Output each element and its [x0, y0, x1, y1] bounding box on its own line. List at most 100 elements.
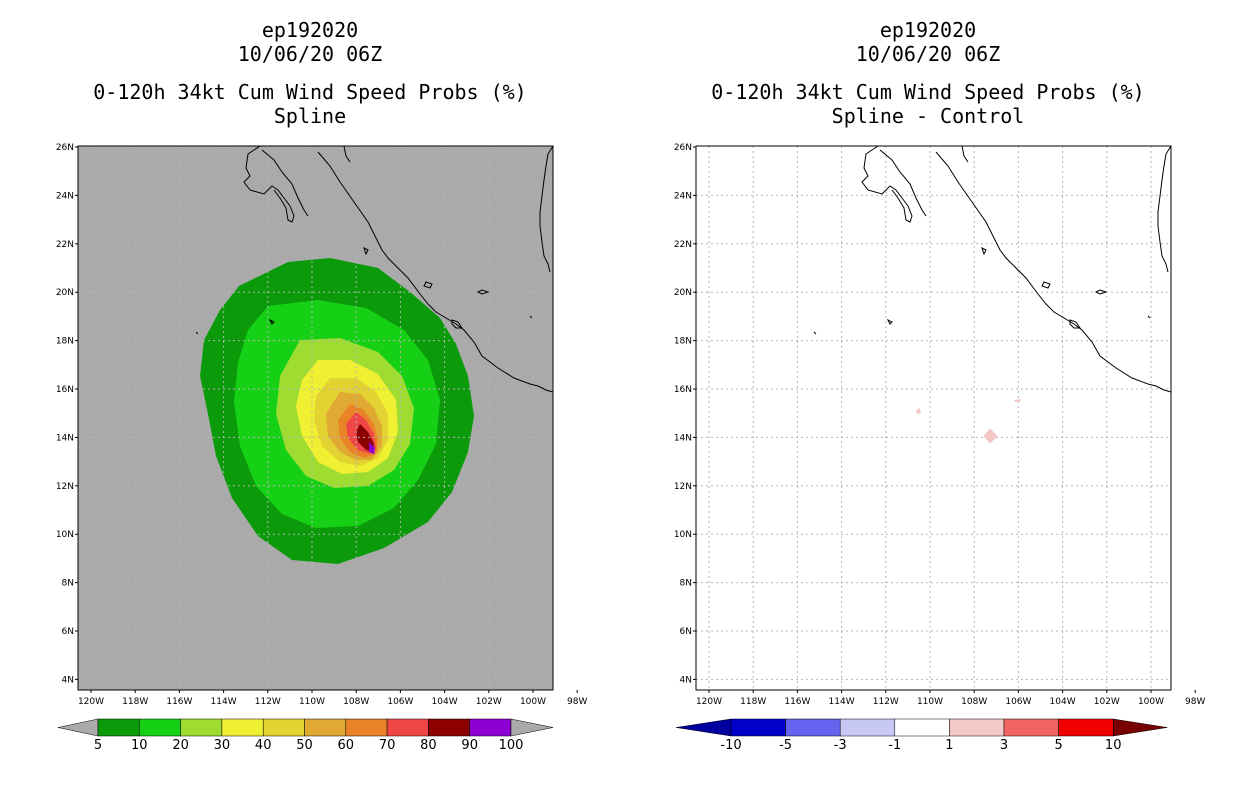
colorbar-swatch [262, 718, 305, 737]
colorbar-label: 40 [255, 738, 272, 753]
diff-patch-1to3 [1014, 399, 1021, 402]
lon-tick-label: 118W [122, 697, 148, 707]
colorbar-label: -3 [834, 738, 847, 753]
lat-tick-label: 12N [56, 482, 74, 492]
colorbar-swatch [139, 718, 181, 737]
colorbar-swatch [1058, 718, 1114, 737]
colorbar-swatch [785, 718, 841, 737]
colorbar-swatch [949, 718, 1005, 737]
colorbar-swatch [894, 718, 950, 737]
lat-tick-label: 10N [674, 530, 692, 540]
colorbar-label: 80 [420, 738, 437, 753]
diff-patch-1to3 [983, 428, 998, 444]
colorbar-label: -10 [720, 738, 741, 753]
colorbar-label: 5 [1054, 738, 1062, 753]
colorbar-label: 70 [379, 738, 396, 753]
lon-tick-label: 106W [1005, 697, 1031, 707]
panel-subtitle: Spline [273, 104, 347, 128]
panel-right-title: ep192020 10/06/20 06Z 0-120h 34kt Cum Wi… [658, 18, 1198, 128]
axis-tick-labels: 120W 118W 116W 114W 112W 110W 108W 106W 104W 102W… [674, 143, 1206, 707]
colorbar-low-arrow [675, 718, 732, 737]
map-frame [695, 145, 1172, 691]
colorbar-label: 90 [461, 738, 478, 753]
colorbar-low-arrow [57, 718, 99, 737]
colorbar-label: 20 [172, 738, 189, 753]
lat-tick-label: 24N [674, 191, 692, 201]
panel-left-title: ep192020 10/06/20 06Z 0-120h 34kt Cum Wi… [40, 18, 580, 128]
lon-tick-label: 104W [432, 697, 458, 707]
lat-tick-label: 6N [680, 627, 692, 637]
lon-tick-label: 114W [211, 697, 237, 707]
lat-tick-label: 14N [56, 433, 74, 443]
lat-tick-label: 18N [674, 337, 692, 347]
right-map-panel: 120W 118W 116W 114W 112W 110W 108W 106W 104W 102W… [674, 143, 1206, 707]
colorbar-swatch [839, 718, 896, 737]
lon-tick-label: 116W [166, 697, 192, 707]
lat-tick-label: 4N [62, 675, 74, 685]
colorbar-label: -5 [779, 738, 792, 753]
difference-contours [696, 146, 1171, 690]
lat-tick-label: 6N [62, 627, 74, 637]
lat-tick-label: 4N [680, 675, 692, 685]
product-title: 0-120h 34kt Cum Wind Speed Probs (%) [93, 80, 527, 104]
probability-contours [78, 146, 553, 690]
colorbar-high-arrow [510, 718, 554, 737]
panel-subtitle: Spline - Control [831, 104, 1025, 128]
lat-tick-label: 22N [56, 240, 74, 250]
lon-tick-label: 108W [343, 697, 369, 707]
lat-tick-label: 24N [56, 191, 74, 201]
lon-tick-label: 118W [740, 697, 766, 707]
lat-tick-label: 8N [680, 579, 692, 589]
colorbar-label: 1 [945, 738, 953, 753]
lat-tick-label: 12N [674, 482, 692, 492]
map-background [696, 146, 1171, 690]
lon-tick-label: 110W [299, 697, 325, 707]
storm-id: ep192020 [879, 18, 977, 42]
lon-tick-label: 110W [917, 697, 943, 707]
lat-tick-label: 16N [674, 385, 692, 395]
lon-tick-label: 108W [961, 697, 987, 707]
lon-tick-label: 112W [255, 697, 281, 707]
lon-tick-label: 104W [1050, 697, 1076, 707]
storm-id: ep192020 [261, 18, 359, 42]
lon-tick-label: 120W [696, 697, 722, 707]
colorbar-swatch [97, 718, 140, 737]
lat-lon-gridlines [78, 146, 553, 690]
lon-tick-label: 100W [520, 697, 546, 707]
colorbar-label: 10 [1105, 738, 1122, 753]
colorbar-left: 5 10 20 30 40 50 60 70 80 90 100 [57, 718, 554, 753]
lat-tick-label: 20N [674, 288, 692, 298]
lat-tick-label: 26N [56, 143, 74, 153]
colorbar-swatch [428, 718, 470, 737]
lon-tick-label: 106W [387, 697, 413, 707]
lon-tick-label: 116W [784, 697, 810, 707]
colorbar-label: -1 [888, 738, 901, 753]
lat-lon-gridlines [696, 146, 1171, 690]
lat-tick-label: 10N [56, 530, 74, 540]
colorbar-label: 10 [131, 738, 148, 753]
colorbar-label: 3 [1000, 738, 1008, 753]
colorbar-label: 60 [338, 738, 355, 753]
lat-tick-label: 22N [674, 240, 692, 250]
forecast-datetime: 10/06/20 06Z [237, 42, 383, 66]
left-map-panel: 120W 118W 116W 114W 112W 110W 108W 106W 104W 102W… [56, 143, 588, 707]
colorbar-swatch [304, 718, 347, 737]
colorbar-swatch [730, 718, 786, 737]
lon-tick-label: 100W [1138, 697, 1164, 707]
colorbar-swatch [386, 718, 429, 737]
colorbar-swatch [1003, 718, 1059, 737]
colorbar-label: 5 [94, 738, 102, 753]
lat-tick-label: 26N [674, 143, 692, 153]
colorbar-high-arrow [1112, 718, 1168, 737]
diff-patch-1to3 [916, 408, 921, 414]
lat-tick-label: 18N [56, 337, 74, 347]
colorbar-swatch [469, 718, 512, 737]
lon-tick-label: 98W [567, 697, 587, 707]
axis-tick-labels: 120W 118W 116W 114W 112W 110W 108W 106W 104W 102W… [56, 143, 588, 707]
lat-tick-label: 14N [674, 433, 692, 443]
colorbar-right: -10 -5 -3 -1 1 3 5 10 [675, 718, 1168, 753]
colorbar-label: 30 [214, 738, 231, 753]
lon-tick-label: 102W [476, 697, 502, 707]
colorbar-label: 50 [296, 738, 313, 753]
